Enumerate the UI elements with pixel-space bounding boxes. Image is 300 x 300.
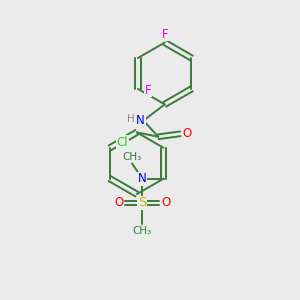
Text: N: N — [136, 114, 145, 127]
Text: O: O — [161, 196, 170, 209]
Text: CH₃: CH₃ — [122, 152, 142, 162]
Text: O: O — [182, 127, 191, 140]
Text: Cl: Cl — [116, 136, 128, 149]
Text: S: S — [138, 196, 146, 209]
Text: H: H — [127, 114, 135, 124]
Text: F: F — [145, 84, 152, 97]
Text: O: O — [114, 196, 123, 209]
Text: F: F — [161, 28, 168, 41]
Text: N: N — [138, 172, 147, 185]
Text: CH₃: CH₃ — [133, 226, 152, 236]
